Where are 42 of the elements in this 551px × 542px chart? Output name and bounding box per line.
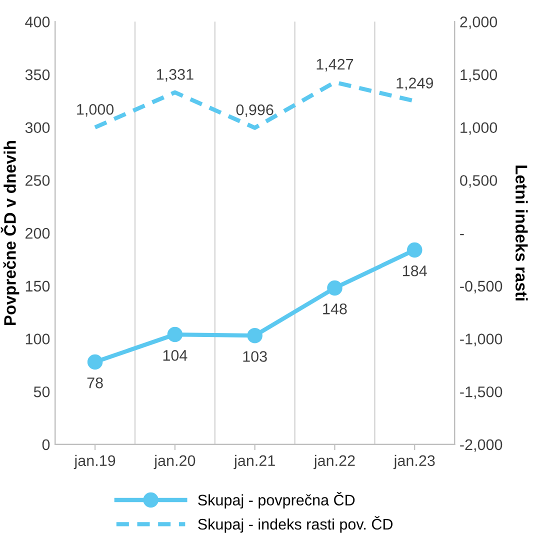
x-tick-label: jan.23	[393, 454, 435, 470]
y-tick-label: 150	[26, 280, 50, 292]
y-tick-label: 50	[34, 386, 50, 398]
data-label: 1,331	[156, 69, 194, 82]
legend-label: Skupaj - indeks rasti pov. ČD	[198, 516, 393, 533]
x-tick-label: jan.20	[154, 454, 196, 470]
x-tick-label: jan.22	[314, 454, 355, 470]
y2-tick-label: 0,500	[460, 175, 498, 188]
data-label: 0,996	[236, 104, 274, 118]
data-label: 103	[243, 351, 267, 362]
data-label: 1,000	[77, 104, 114, 117]
point	[247, 328, 262, 344]
y2-tick-label: -0,500	[460, 280, 502, 294]
y2-tick-label: -2,000	[460, 439, 502, 452]
y-tick-label: 0	[42, 439, 50, 450]
point	[327, 280, 342, 296]
point	[167, 326, 183, 342]
y-axis-title: Povprečne ČD v dnevih	[0, 141, 20, 326]
x-tick-label: jan.19	[74, 454, 116, 470]
data-label: 1,427	[316, 58, 354, 72]
y-tick-label: 100	[26, 334, 50, 344]
y2-tick-label: -1,000	[460, 334, 502, 346]
point	[87, 354, 103, 370]
legend-label: Skupaj - povprečna ČD	[198, 492, 355, 509]
y2-tick-label: 1,000	[460, 122, 498, 135]
y2-axis-title: Letni indeks rasti	[516, 166, 528, 300]
y-tick-label: 200	[26, 228, 50, 239]
y2-tick-label: 2,000	[460, 16, 498, 30]
y-tick-label: 400	[25, 16, 50, 28]
y2-tick-label: 1,500	[460, 69, 498, 82]
data-label: 104	[163, 350, 188, 361]
data-label: 184	[403, 265, 427, 276]
y-tick-label: 350	[25, 69, 50, 80]
y-tick-label: 250	[26, 175, 50, 186]
x-tick-label: jan.21	[234, 454, 275, 470]
data-label: 148	[323, 304, 347, 314]
y-tick-label: 300	[25, 122, 50, 134]
data-label: 78	[87, 378, 103, 388]
data-label: 1,249	[396, 78, 434, 90]
y2-tick-label: -	[460, 234, 464, 236]
point	[406, 242, 422, 258]
y2-tick-label: -1,500	[460, 386, 502, 400]
